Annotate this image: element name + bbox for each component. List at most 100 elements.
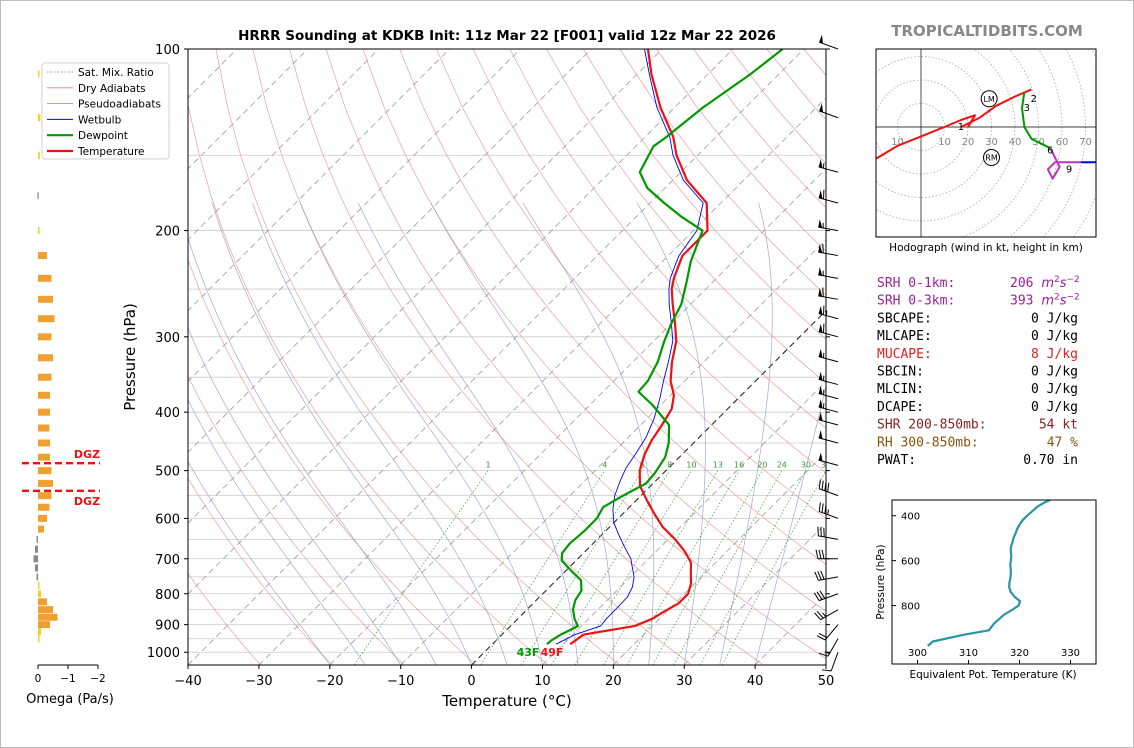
param-value: 0 J/kg bbox=[1031, 329, 1078, 344]
wind-barb bbox=[814, 570, 839, 581]
legend-label: Pseudoadiabats bbox=[78, 99, 161, 111]
theta-e-y-tick-label: 600 bbox=[901, 557, 920, 568]
barb-pennant bbox=[818, 219, 823, 228]
dry-adiabat bbox=[582, 49, 826, 340]
barb-staff bbox=[827, 638, 839, 657]
hodograph-ring-label: 10 bbox=[938, 137, 951, 148]
barb-pennant bbox=[818, 399, 823, 409]
omega-x-tick-label: −2 bbox=[90, 673, 105, 685]
dry-adiabat bbox=[252, 49, 692, 665]
barb-pennant bbox=[818, 287, 823, 297]
omega-bar bbox=[38, 424, 50, 432]
omega-bar bbox=[38, 621, 50, 629]
isotherm-line bbox=[188, 49, 663, 524]
wind-barb bbox=[819, 34, 839, 50]
wind-barb bbox=[816, 624, 839, 641]
hodograph-height-label: 9 bbox=[1066, 164, 1072, 175]
hodograph-ring-label: 60 bbox=[1056, 137, 1069, 148]
barb-staff bbox=[818, 251, 839, 257]
omega-bar bbox=[38, 628, 41, 636]
hodograph-trace bbox=[876, 114, 976, 160]
omega-bar bbox=[38, 606, 53, 614]
omega-bar bbox=[38, 453, 50, 461]
omega-bar bbox=[38, 227, 40, 235]
param-name: SHR 200-850mb: bbox=[877, 418, 987, 433]
storm-motion-label: LM bbox=[983, 95, 994, 104]
omega-bar bbox=[38, 525, 44, 533]
barb-full bbox=[818, 632, 828, 639]
isotherm-line bbox=[400, 239, 826, 665]
wind-barb bbox=[815, 549, 838, 560]
omega-bar bbox=[36, 573, 38, 581]
omega-bar bbox=[38, 151, 40, 159]
mixing-ratio-line bbox=[652, 470, 763, 665]
param-name: SRH 0-3km: bbox=[877, 294, 955, 309]
omega-bar bbox=[38, 479, 53, 487]
theta-e-x-tick-label: 310 bbox=[959, 648, 978, 659]
barb-pennant bbox=[818, 412, 823, 421]
barb-staff bbox=[818, 406, 839, 413]
wind-barb bbox=[818, 430, 839, 444]
omega-bar bbox=[37, 192, 39, 200]
omega-bar bbox=[38, 439, 50, 447]
barb-pennant bbox=[818, 371, 823, 381]
param-value-part: −2 bbox=[1067, 275, 1080, 285]
barb-full bbox=[827, 482, 830, 492]
wind-barb bbox=[819, 638, 839, 657]
theta-e-profile bbox=[926, 500, 1051, 647]
param-value: 206 m2s−2 bbox=[1010, 275, 1080, 291]
barb-full bbox=[818, 479, 821, 489]
profile-temperature bbox=[569, 49, 709, 646]
omega-bar bbox=[38, 315, 55, 323]
barb-half bbox=[827, 509, 829, 515]
barb-full bbox=[821, 549, 825, 559]
storm-motion-label: RM bbox=[985, 154, 998, 163]
parameter-table: SRH 0-1km: 206 m2s−2 SRH 0-3km: 393 m2s−2 SB… bbox=[877, 275, 1080, 468]
pseudoadiabat bbox=[430, 202, 614, 665]
param-value: 54 kt bbox=[1039, 418, 1078, 433]
x-tick-label: 10 bbox=[534, 674, 551, 689]
hodograph-trace bbox=[1080, 161, 1096, 164]
barb-staff bbox=[818, 576, 839, 581]
y-tick-label: 400 bbox=[155, 406, 180, 421]
wind-barb bbox=[818, 305, 839, 320]
dry-adiabat bbox=[188, 477, 333, 665]
barb-pennant bbox=[818, 266, 823, 276]
x-tick-label: −30 bbox=[245, 674, 272, 689]
barb-staff bbox=[819, 511, 839, 519]
isotherm-line bbox=[683, 522, 826, 665]
omega-bar bbox=[36, 535, 38, 543]
barb-full bbox=[819, 590, 826, 599]
dry-adiabat bbox=[215, 49, 621, 665]
barb-staff bbox=[819, 488, 839, 497]
isotherm-line bbox=[188, 49, 521, 383]
param-name: SBCAPE: bbox=[877, 311, 932, 326]
mixing-ratio-line bbox=[480, 470, 606, 665]
barb-pennant bbox=[818, 244, 823, 253]
isotherm-line bbox=[188, 49, 309, 170]
storm-motion-marker bbox=[983, 149, 1000, 167]
omega-bar bbox=[38, 70, 40, 78]
param-value: 0 J/kg bbox=[1031, 382, 1078, 397]
param-name: PWAT: bbox=[877, 453, 916, 468]
mixing-ratio-line bbox=[550, 470, 670, 665]
param-value-part: 393 bbox=[1010, 294, 1041, 309]
mixing-ratio-line bbox=[721, 470, 826, 665]
barb-half bbox=[822, 612, 827, 617]
wind-barb bbox=[818, 385, 839, 400]
isotherm-line bbox=[258, 97, 826, 665]
pseudoadiabat bbox=[636, 202, 706, 665]
param-name: RH 300-850mb: bbox=[877, 435, 979, 450]
theta-e-ylabel: Pressure (hPa) bbox=[875, 544, 887, 619]
param-row: SRH 0-3km: 393 m2s−2 bbox=[877, 293, 1080, 309]
param-value: 47 % bbox=[1047, 435, 1078, 450]
mixing-ratio-label: 10 bbox=[686, 461, 696, 470]
pseudoadiabat bbox=[188, 399, 366, 665]
barb-staff bbox=[818, 313, 839, 320]
isotherm-line bbox=[542, 380, 826, 665]
mixing-ratio-label: 24 bbox=[777, 461, 787, 470]
theta-e-y-tick-label: 400 bbox=[901, 512, 920, 523]
x-tick-label: 20 bbox=[605, 674, 622, 689]
omega-bar bbox=[38, 590, 41, 598]
wind-barb bbox=[818, 189, 839, 204]
